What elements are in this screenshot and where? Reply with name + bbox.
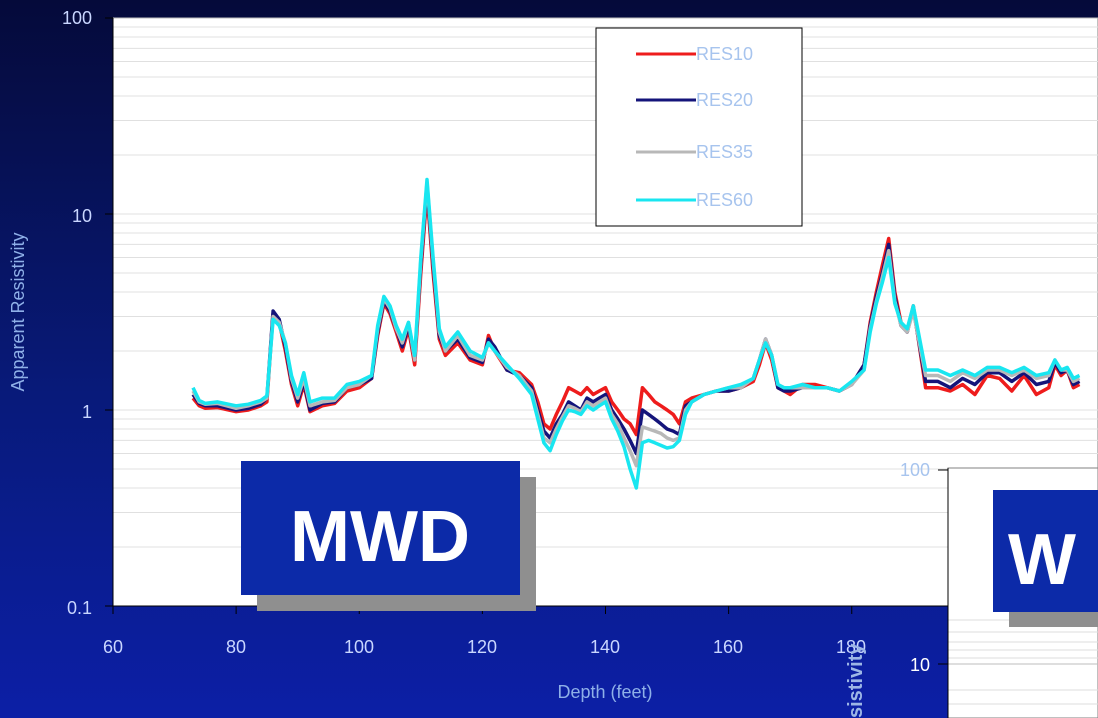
x-tick-label: 80: [226, 637, 246, 657]
y-tick-label: 0.1: [67, 598, 92, 618]
series-line-res60: [191, 177, 1081, 490]
x-tick-label: 160: [713, 637, 743, 657]
x-axis-title: Depth (feet): [557, 682, 652, 702]
x-tick-label: 140: [590, 637, 620, 657]
x-tick-label: 120: [467, 637, 497, 657]
mwd-badge: MWD: [241, 461, 536, 611]
legend-label-res35: RES35: [696, 142, 753, 162]
series-line-res35: [191, 180, 1081, 468]
legend: RES10 RES20 RES35 RES60: [595, 27, 803, 227]
mwd-badge-label: MWD: [290, 497, 470, 577]
x-tick-label: 60: [103, 637, 123, 657]
legend-label-res20: RES20: [696, 90, 753, 110]
y-tick-label: 1: [82, 402, 92, 422]
second-badge-label: W: [1008, 520, 1076, 600]
second-badge-box: [993, 490, 1098, 612]
series-lines: [191, 177, 1081, 490]
legend-box: [595, 27, 803, 227]
inset-y-tick-label: 10: [910, 655, 930, 675]
x-tick-label: 100: [344, 637, 374, 657]
legend-label-res10: RES10: [696, 44, 753, 64]
y-tick-label: 100: [62, 8, 92, 28]
y-axis-title: Apparent Resistivity: [8, 232, 28, 391]
inset-y-axis-title: sistivity: [845, 643, 867, 718]
inset-y-tick-label: 100: [900, 460, 930, 480]
mwd-badge-box: [241, 461, 520, 595]
y-tick-label: 10: [72, 206, 92, 226]
legend-label-res60: RES60: [696, 190, 753, 210]
inset-chart: 100 10 sistivity W: [845, 460, 1098, 718]
x-tick-label: 180: [836, 637, 866, 657]
